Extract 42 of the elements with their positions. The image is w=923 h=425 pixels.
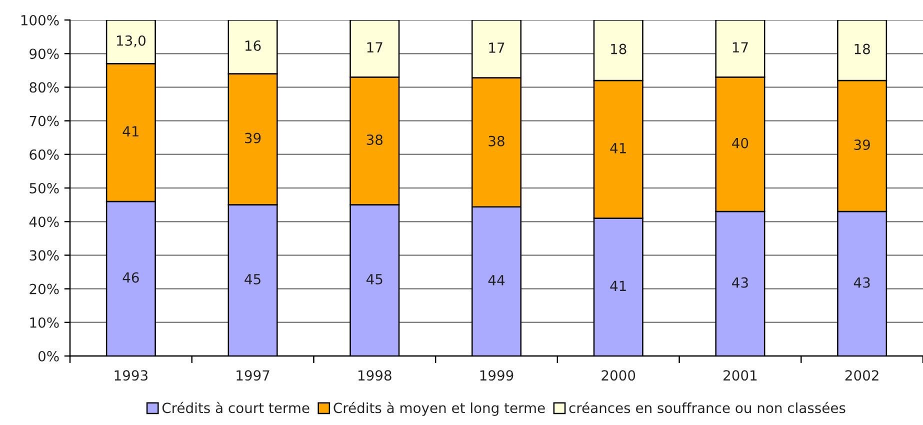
data-label: 18 (611, 44, 626, 54)
legend-label: créances en souffrance ou non classées (569, 402, 846, 414)
data-label: 38 (488, 136, 504, 146)
data-label: 13,0 (116, 35, 146, 48)
data-label: 41 (610, 280, 626, 291)
x-tick-label: 1999 (480, 370, 514, 381)
data-label: 38 (366, 134, 383, 145)
y-tick-label: 30% (30, 250, 59, 261)
data-label: 43 (854, 277, 870, 288)
x-tick-label: 1993 (114, 370, 148, 381)
data-label: 17 (367, 42, 382, 52)
data-label: 46 (122, 272, 139, 283)
y-tick-label: 50% (30, 182, 59, 194)
x-tick-label: 1997 (236, 370, 270, 381)
data-label: 16 (245, 40, 261, 51)
y-tick-label: 70% (30, 116, 59, 126)
data-label: 40 (732, 138, 748, 148)
y-tick-label: 90% (30, 48, 59, 60)
data-label: 44 (488, 275, 505, 286)
legend-label: Crédits à moyen et long terme (334, 402, 545, 416)
x-tick-label: 1998 (358, 370, 392, 381)
legend-label: Crédits à court terme (162, 402, 310, 414)
data-label: 41 (610, 143, 626, 154)
y-tick-label: 0% (38, 350, 59, 362)
y-tick-label: 60% (30, 149, 59, 160)
data-label: 18 (854, 44, 870, 54)
data-label: 39 (854, 140, 870, 150)
data-label: 43 (732, 277, 748, 288)
x-tick-label: 2000 (602, 370, 636, 381)
y-tick-label: 10% (30, 317, 59, 328)
y-tick-label: 20% (30, 284, 59, 294)
data-label: 17 (732, 42, 748, 52)
x-tick-label: 2002 (845, 370, 878, 381)
data-label: 41 (122, 126, 138, 136)
data-label: 17 (489, 42, 504, 53)
y-tick-label: 40% (29, 216, 59, 228)
data-label: 45 (366, 274, 382, 284)
data-label: 45 (244, 274, 260, 284)
x-tick-label: 2001 (724, 370, 757, 381)
y-tick-label: 100% (21, 14, 59, 26)
y-tick-label: 80% (30, 82, 59, 93)
data-label: 39 (245, 132, 261, 144)
